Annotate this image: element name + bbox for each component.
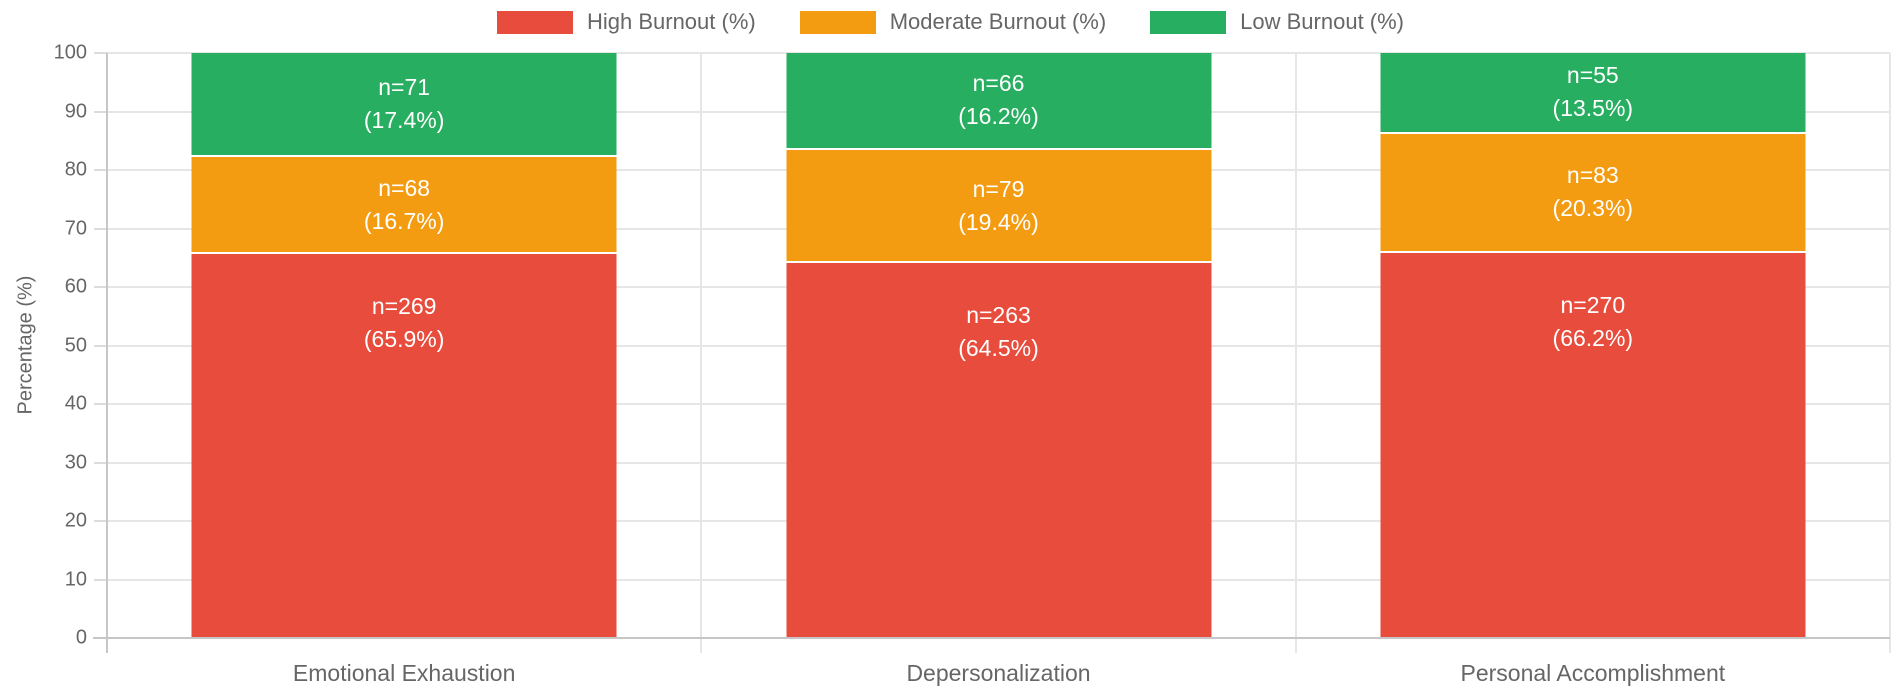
y-tick-mark	[94, 286, 107, 288]
legend-item-high[interactable]: High Burnout (%)	[496, 9, 756, 35]
bar-segment-pct: (64.5%)	[958, 335, 1039, 362]
gridline-vertical	[700, 53, 703, 653]
y-tick-label: 0	[75, 626, 87, 649]
y-tick-label: 90	[64, 100, 87, 122]
bar-segment[interactable]: n=71 (17.4%)	[191, 53, 617, 155]
bar-segment[interactable]: n=68 (16.7%)	[191, 154, 617, 253]
y-tick-label: 80	[64, 158, 87, 181]
legend-swatch-high	[496, 10, 573, 34]
bar-segment-pct: (13.5%)	[1552, 95, 1634, 122]
bar-3: n=55 (13.5%) n=83 (20.3%) n=270 (66.2%)	[1380, 53, 1806, 638]
bar-segment[interactable]: n=263 (64.5%)	[786, 261, 1211, 638]
y-axis-title: Percentage (%)	[14, 275, 37, 415]
y-tick-mark	[94, 578, 107, 581]
bar-segment[interactable]: n=66 (16.2%)	[786, 53, 1211, 148]
y-tick-label: 70	[64, 217, 87, 239]
y-tick-mark	[94, 227, 107, 230]
y-tick-mark	[94, 344, 107, 347]
bar-segment-count: n=55	[1566, 62, 1619, 89]
bar-segment-pct: (66.2%)	[1552, 324, 1634, 351]
bar-1: n=71 (17.4%) n=68 (16.7%) n=269 (65.9%)	[191, 53, 617, 638]
bar-segment-count: n=83	[1566, 162, 1619, 189]
legend-swatch-low	[1150, 10, 1227, 34]
y-tick-mark	[94, 403, 107, 405]
bar-segment-count: n=270	[1560, 291, 1626, 318]
bar-segment-count: n=66	[972, 70, 1025, 97]
bar-segment[interactable]: n=270 (66.2%)	[1380, 250, 1806, 638]
y-tick-label: 60	[64, 275, 87, 298]
bar-segment-count: n=79	[972, 175, 1025, 202]
legend-label: High Burnout (%)	[586, 9, 756, 34]
y-tick-mark	[94, 52, 107, 54]
bar-segment[interactable]: n=269 (65.9%)	[191, 252, 617, 638]
legend-item-moderate[interactable]: Moderate Burnout (%)	[799, 9, 1107, 35]
y-axis-line	[106, 53, 108, 653]
bar-segment-count: n=71	[378, 73, 431, 100]
y-tick-label: 50	[64, 334, 87, 356]
bar-segment-count: n=263	[966, 302, 1031, 329]
bar-segment-pct: (65.9%)	[363, 326, 445, 353]
legend-label: Moderate Burnout (%)	[889, 9, 1107, 34]
y-tick-label: 30	[64, 451, 87, 473]
x-axis-label: Depersonalization	[906, 660, 1091, 686]
bar-segment-pct: (20.3%)	[1552, 195, 1634, 222]
bar-segment-count: n=269	[371, 293, 437, 320]
x-axis-line	[93, 637, 1890, 639]
bar-segment-pct: (16.2%)	[958, 103, 1039, 130]
bar-segment-pct: (16.7%)	[363, 207, 445, 234]
legend-item-low[interactable]: Low Burnout (%)	[1150, 9, 1404, 35]
y-tick-mark	[94, 169, 107, 171]
legend-swatch-moderate	[799, 10, 876, 34]
bar-segment[interactable]: n=79 (19.4%)	[786, 147, 1211, 262]
gridline-vertical	[1889, 53, 1891, 653]
bar-segment-pct: (17.4%)	[363, 106, 445, 133]
y-tick-mark	[94, 520, 107, 522]
y-tick-label: 40	[64, 392, 87, 415]
y-tick-mark	[94, 110, 107, 113]
y-tick-mark	[94, 461, 107, 464]
bar-segment-count: n=68	[378, 174, 431, 201]
bar-2: n=66 (16.2%) n=79 (19.4%) n=263 (64.5%)	[786, 53, 1211, 638]
x-axis-label: Emotional Exhaustion	[292, 660, 516, 686]
chart-legend: High Burnout (%) Moderate Burnout (%) Low …	[0, 9, 1901, 35]
plot-area: 0 10 20 30 40 50 60 70 80 90 100 n=71 (17.4%) n=68 (16…	[54, 42, 1891, 686]
y-tick-label: 100	[53, 41, 87, 64]
x-axis-label: Personal Accomplishment	[1460, 660, 1726, 686]
legend-label: Low Burnout (%)	[1240, 9, 1405, 34]
bar-segment[interactable]: n=83 (20.3%)	[1380, 131, 1806, 251]
bar-segment[interactable]: n=55 (13.5%)	[1380, 53, 1806, 132]
y-tick-label: 10	[64, 568, 87, 590]
bar-segment-pct: (19.4%)	[958, 208, 1039, 235]
y-tick-label: 20	[64, 509, 87, 532]
gridline-vertical	[1294, 53, 1297, 653]
